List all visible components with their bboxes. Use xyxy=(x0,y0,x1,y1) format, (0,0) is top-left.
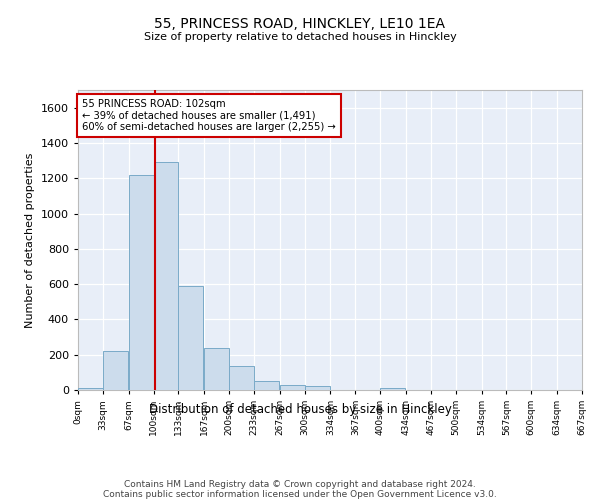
Bar xyxy=(254,381,279,390)
Text: 55, PRINCESS ROAD, HINCKLEY, LE10 1EA: 55, PRINCESS ROAD, HINCKLEY, LE10 1EA xyxy=(155,18,445,32)
Text: Size of property relative to detached houses in Hinckley: Size of property relative to detached ho… xyxy=(143,32,457,42)
Bar xyxy=(78,388,103,390)
Y-axis label: Number of detached properties: Number of detached properties xyxy=(25,152,35,328)
Text: Distribution of detached houses by size in Hinckley: Distribution of detached houses by size … xyxy=(149,402,451,415)
Bar xyxy=(305,386,329,390)
Bar xyxy=(204,348,229,390)
Bar xyxy=(154,162,178,390)
Bar xyxy=(380,388,405,390)
Bar xyxy=(103,351,128,390)
Bar xyxy=(280,384,305,390)
Bar xyxy=(128,174,154,390)
Bar xyxy=(229,366,254,390)
Text: Contains HM Land Registry data © Crown copyright and database right 2024.
Contai: Contains HM Land Registry data © Crown c… xyxy=(103,480,497,500)
Bar xyxy=(178,286,203,390)
Text: 55 PRINCESS ROAD: 102sqm
← 39% of detached houses are smaller (1,491)
60% of sem: 55 PRINCESS ROAD: 102sqm ← 39% of detach… xyxy=(82,99,335,132)
